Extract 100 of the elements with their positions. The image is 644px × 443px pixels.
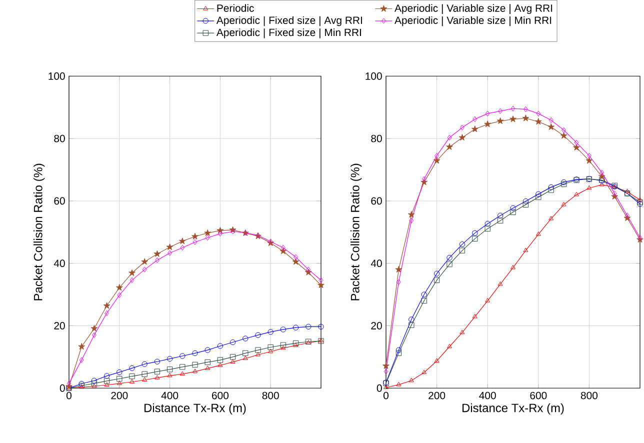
point: [586, 157, 593, 164]
point: [306, 266, 311, 272]
point: [421, 292, 427, 298]
point: [230, 339, 236, 346]
point: [638, 197, 642, 202]
point: [599, 182, 604, 186]
y-tick-label: 40: [370, 260, 382, 267]
point: [548, 184, 554, 190]
point: [166, 356, 173, 362]
point: [408, 322, 414, 328]
point: [205, 234, 210, 241]
point: [460, 124, 464, 130]
y-tick-label: 20: [371, 322, 382, 330]
point: [104, 382, 110, 386]
point: [230, 359, 236, 364]
point: [484, 120, 492, 128]
point: [292, 324, 299, 330]
x-tick-label: 600: [212, 392, 229, 400]
point: [459, 248, 466, 254]
point: [92, 332, 96, 338]
point: [447, 344, 452, 348]
point: [268, 344, 274, 350]
point: [562, 127, 566, 133]
point: [180, 244, 185, 251]
point: [612, 190, 617, 196]
point: [498, 281, 503, 286]
point: [523, 248, 528, 252]
point: [192, 362, 198, 368]
point: [510, 205, 516, 211]
point: [204, 347, 210, 353]
point: [472, 314, 478, 318]
x-tick-label: 800: [580, 392, 598, 400]
point: [624, 188, 630, 194]
point: [472, 230, 478, 236]
point: [433, 157, 440, 164]
point: [242, 350, 248, 356]
point: [130, 277, 134, 283]
point: [255, 347, 261, 353]
point: [91, 378, 98, 384]
x-tick-label: 0: [66, 392, 72, 400]
y-tick-label: 0: [376, 384, 382, 392]
point: [306, 324, 312, 330]
point: [318, 281, 324, 288]
point: [384, 368, 388, 374]
point: [408, 378, 414, 382]
point: [497, 212, 504, 218]
point: [192, 350, 198, 356]
point: [485, 298, 490, 302]
point: [536, 191, 542, 197]
point: [256, 352, 260, 356]
point: [292, 258, 300, 265]
point: [434, 152, 439, 158]
point: [218, 362, 223, 367]
point: [422, 176, 426, 182]
point: [128, 269, 136, 276]
y-tick-label: 100: [48, 72, 65, 80]
point: [180, 371, 185, 376]
point: [318, 324, 324, 330]
point: [434, 270, 440, 276]
point: [318, 277, 324, 283]
point: [218, 230, 222, 236]
point: [498, 108, 502, 114]
point: [180, 364, 186, 370]
point: [421, 298, 427, 304]
x-tick-label: 400: [479, 392, 496, 400]
point: [205, 366, 210, 370]
point: [574, 192, 579, 196]
point: [180, 353, 186, 359]
point: [268, 348, 274, 354]
point: [587, 152, 592, 158]
point: [459, 241, 466, 248]
y-tick-label: 0: [60, 384, 65, 392]
point: [204, 229, 212, 236]
point: [142, 377, 148, 382]
point: [536, 231, 541, 236]
point: [396, 279, 401, 285]
point: [280, 326, 286, 332]
point: [510, 106, 516, 112]
point: [129, 365, 135, 371]
point: [104, 378, 110, 384]
point: [573, 144, 580, 150]
point: [510, 209, 516, 215]
point: [154, 358, 160, 364]
x-tick-label: 600: [530, 392, 547, 400]
point: [154, 374, 160, 380]
point: [141, 258, 148, 265]
point: [434, 358, 440, 362]
point: [510, 116, 516, 122]
point: [155, 257, 160, 263]
point: [408, 316, 414, 322]
point: [90, 324, 98, 332]
point: [79, 357, 84, 363]
point: [178, 237, 186, 244]
point: [168, 250, 172, 256]
y-tick-label: 60: [54, 197, 65, 205]
point: [396, 347, 402, 353]
point: [130, 378, 134, 384]
point: [294, 254, 298, 260]
point: [625, 212, 630, 218]
point: [167, 372, 172, 378]
